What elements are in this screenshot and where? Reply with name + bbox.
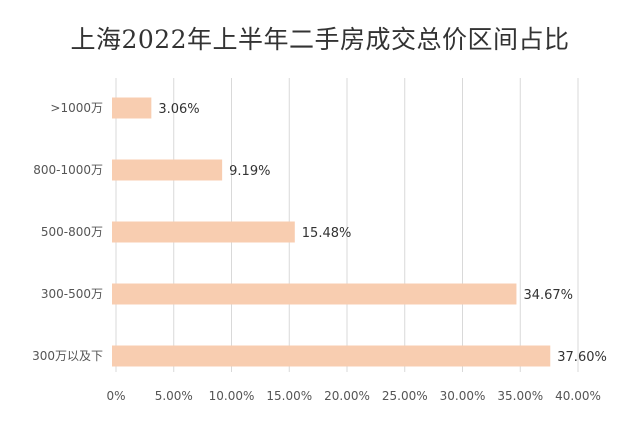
category-label: 800-1000万	[33, 163, 103, 177]
category-label: 500-800万	[41, 225, 103, 239]
x-tick-label: 0%	[106, 389, 125, 403]
bar	[112, 97, 152, 119]
x-tick-label: 20.00%	[324, 389, 370, 403]
category-label: >1000万	[50, 101, 103, 115]
x-tick-label: 15.00%	[266, 389, 312, 403]
data-label: 3.06%	[158, 102, 199, 117]
category-label: 300万以及下	[32, 349, 103, 363]
data-label: 9.19%	[229, 164, 270, 179]
bar	[112, 221, 295, 243]
bar	[112, 283, 517, 305]
data-label: 15.48%	[302, 226, 352, 241]
x-tick-label: 10.00%	[209, 389, 255, 403]
bar	[112, 159, 223, 181]
x-tick-label: 30.00%	[440, 389, 486, 403]
data-label: 37.60%	[557, 350, 607, 365]
category-label: 300-500万	[41, 287, 103, 301]
data-label: 34.67%	[523, 288, 573, 303]
x-tick-label: 25.00%	[382, 389, 428, 403]
x-tick-label: 35.00%	[497, 389, 543, 403]
x-tick-label: 40.00%	[555, 389, 601, 403]
chart-title: 上海2022年上半年二手房成交总价区间占比	[70, 25, 570, 54]
x-tick-label: 5.00%	[155, 389, 193, 403]
bar	[112, 345, 551, 367]
